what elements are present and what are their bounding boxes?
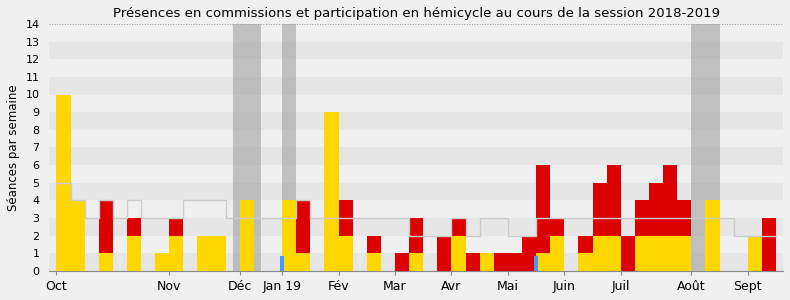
Bar bbox=[691, 24, 720, 271]
Bar bbox=[49, 254, 783, 271]
Bar bbox=[49, 130, 783, 148]
Bar bbox=[49, 183, 783, 200]
Bar bbox=[280, 256, 284, 271]
Bar bbox=[49, 236, 783, 254]
Bar bbox=[49, 165, 783, 183]
Bar bbox=[49, 24, 783, 41]
Bar bbox=[534, 256, 538, 271]
Bar bbox=[49, 77, 783, 94]
Bar bbox=[282, 24, 296, 271]
Bar bbox=[49, 94, 783, 112]
Bar bbox=[49, 200, 783, 218]
Bar bbox=[49, 148, 783, 165]
Bar bbox=[49, 41, 783, 59]
Bar bbox=[49, 59, 783, 77]
Bar bbox=[233, 24, 261, 271]
Bar bbox=[49, 112, 783, 130]
Title: Présences en commissions et participation en hémicycle au cours de la session 20: Présences en commissions et participatio… bbox=[113, 7, 720, 20]
Y-axis label: Séances par semaine: Séances par semaine bbox=[7, 84, 20, 211]
Bar bbox=[49, 218, 783, 236]
